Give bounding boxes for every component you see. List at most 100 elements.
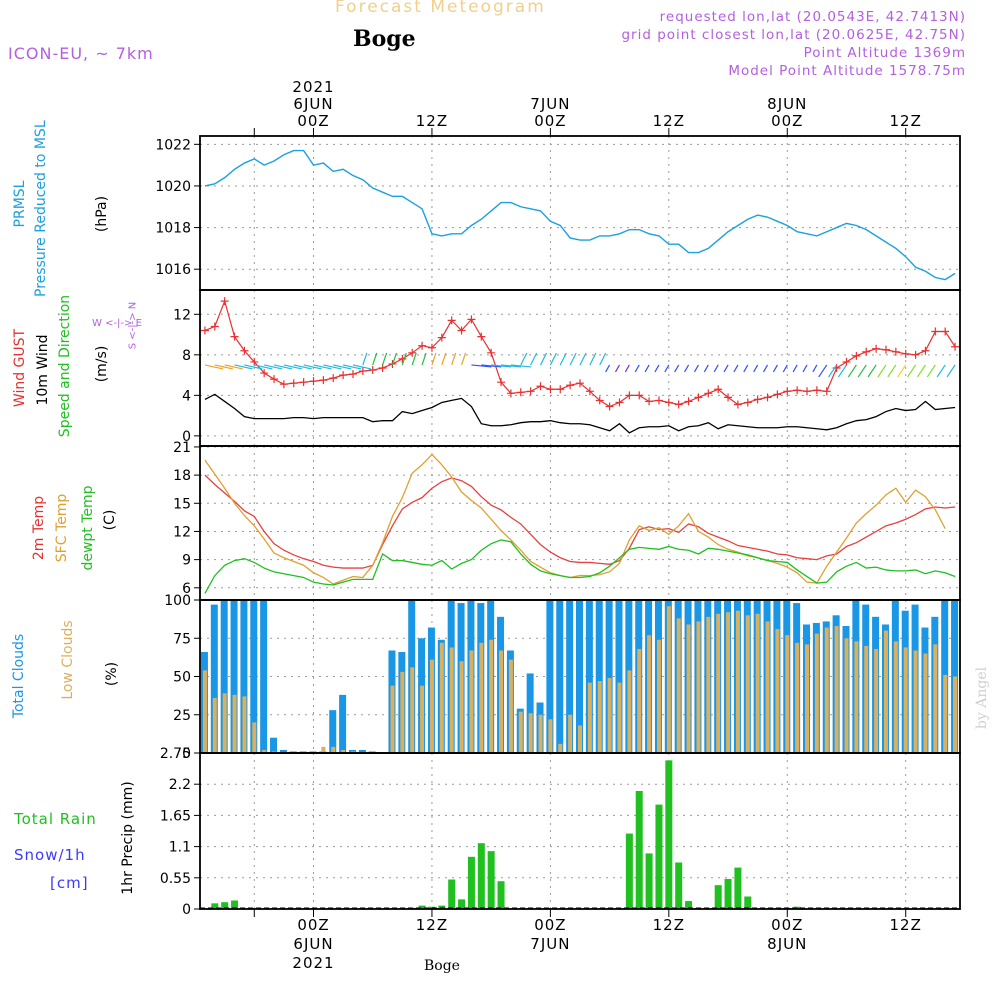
low-cloud-bar (834, 626, 839, 753)
x-label-top: 00Z (771, 112, 803, 130)
low-cloud-bar (222, 693, 227, 753)
point-altitude: Point Altitude 1369m (803, 45, 966, 61)
gust-marker (842, 357, 851, 366)
model-label: ICON-EU, ~ 7km (8, 44, 154, 63)
wind-direction-arrow (362, 352, 368, 366)
wind-direction-arrow (867, 364, 877, 378)
gust-marker (773, 390, 782, 399)
low-cloud-bar (726, 612, 731, 753)
low-cloud-bar (439, 642, 444, 753)
low-cloud-bar (716, 613, 721, 753)
wind-direction-arrow (283, 364, 303, 370)
x-label-top: 12Z (653, 112, 685, 130)
x-label-bottom: 12Z (653, 916, 685, 934)
low-cloud-bar (528, 713, 533, 753)
wind-direction-arrow (431, 352, 437, 366)
y-tick-label: 1022 (155, 137, 191, 153)
y-tick-label: 1.1 (169, 840, 191, 856)
gust-marker (467, 315, 476, 324)
low-cloud-bar (696, 621, 701, 753)
wind-direction-arrow (481, 364, 502, 368)
low-cloud-bar (883, 630, 888, 753)
y-tick-label: 0 (182, 429, 191, 445)
wind-direction-arrow (828, 364, 838, 378)
low-cloud-bar (854, 641, 859, 753)
wind-direction-arrow (772, 364, 778, 373)
wind-direction-arrow (264, 364, 283, 370)
low-cloud-bar (459, 661, 464, 753)
snow-label: Snow/1h (14, 846, 86, 864)
low-cloud-bar (874, 648, 879, 753)
wind-direction-arrow (733, 364, 739, 373)
wind-direction-arrow (204, 364, 224, 370)
low-cloud-bar (735, 610, 740, 753)
x-label-bottom: 2021 (292, 954, 334, 972)
rain-bar (458, 899, 466, 909)
low-cloud-bar (242, 696, 247, 753)
low-cloud-bar (252, 722, 257, 753)
rain-bar (635, 791, 643, 909)
low-cloud-bar (824, 627, 829, 753)
wind-direction-arrow (313, 364, 332, 370)
wind-direction-arrow (857, 364, 867, 378)
gust-marker (931, 327, 940, 336)
y-tick-label: 2.75 (160, 746, 191, 762)
wind-direction-arrow (916, 364, 926, 378)
low-cloud-bar (410, 667, 415, 753)
rain-bar (655, 804, 663, 909)
wind-direction-arrow (234, 364, 253, 370)
wind-direction-arrow (471, 364, 492, 368)
wind-direction-arrow (391, 352, 398, 366)
gust-marker (487, 348, 496, 357)
y-tick-label: 2.2 (169, 777, 191, 793)
low-cloud-bar (548, 719, 553, 753)
gust-marker (901, 349, 910, 358)
gust-marker (309, 377, 318, 386)
gust-marker (348, 370, 357, 379)
gust-marker (891, 347, 900, 356)
wind-direction-arrow (753, 364, 759, 373)
wind-direction-arrow (897, 364, 907, 378)
total-cloud-bar (279, 749, 287, 753)
x-label-top: 12Z (890, 112, 922, 130)
low-cloud-bar (518, 711, 523, 753)
gust-marker (260, 369, 269, 378)
gust-marker (497, 378, 506, 387)
x-label-bottom: 12Z (890, 916, 922, 934)
panel-border (199, 752, 961, 910)
gust-marker (339, 371, 348, 380)
gust-marker (881, 345, 890, 354)
total-cloud-bar (339, 694, 347, 753)
low-cloud-bar (212, 697, 217, 753)
gust-marker (714, 385, 723, 394)
wind10-line (204, 393, 956, 434)
y-tick-label: 100 (164, 593, 191, 609)
y-tick-label: 12 (173, 307, 191, 323)
wind-direction-arrow (605, 364, 611, 373)
low-cloud-bar (923, 653, 928, 753)
wind-direction-arrow (693, 364, 699, 373)
y-tick-label: 12 (173, 524, 191, 540)
rain-bar (467, 856, 475, 909)
wind-direction-arrow (818, 364, 828, 378)
sfc-temp-line (204, 453, 946, 585)
total-cloud-bar (585, 600, 593, 753)
wind-direction-arrow (782, 364, 788, 373)
gust-marker (605, 402, 614, 411)
low-cloud-bar (400, 671, 405, 753)
wind-direction-arrow (224, 364, 243, 370)
gust-marker (220, 297, 229, 306)
gust-marker (289, 379, 298, 388)
y-tick-label: 0 (182, 746, 191, 762)
low-cloud-bar (508, 659, 513, 753)
total-cloud-bar (615, 600, 623, 753)
rain-bar (428, 906, 436, 909)
gust-marker (526, 387, 535, 396)
rain-bar (221, 902, 229, 909)
wind-direction-arrow (579, 352, 587, 366)
gust-marker (427, 343, 436, 352)
gust-marker (546, 385, 555, 394)
wind-direction-arrow (936, 364, 946, 378)
wind-direction-arrow (333, 364, 352, 370)
x-label-bottom: 8JUN (767, 935, 807, 953)
